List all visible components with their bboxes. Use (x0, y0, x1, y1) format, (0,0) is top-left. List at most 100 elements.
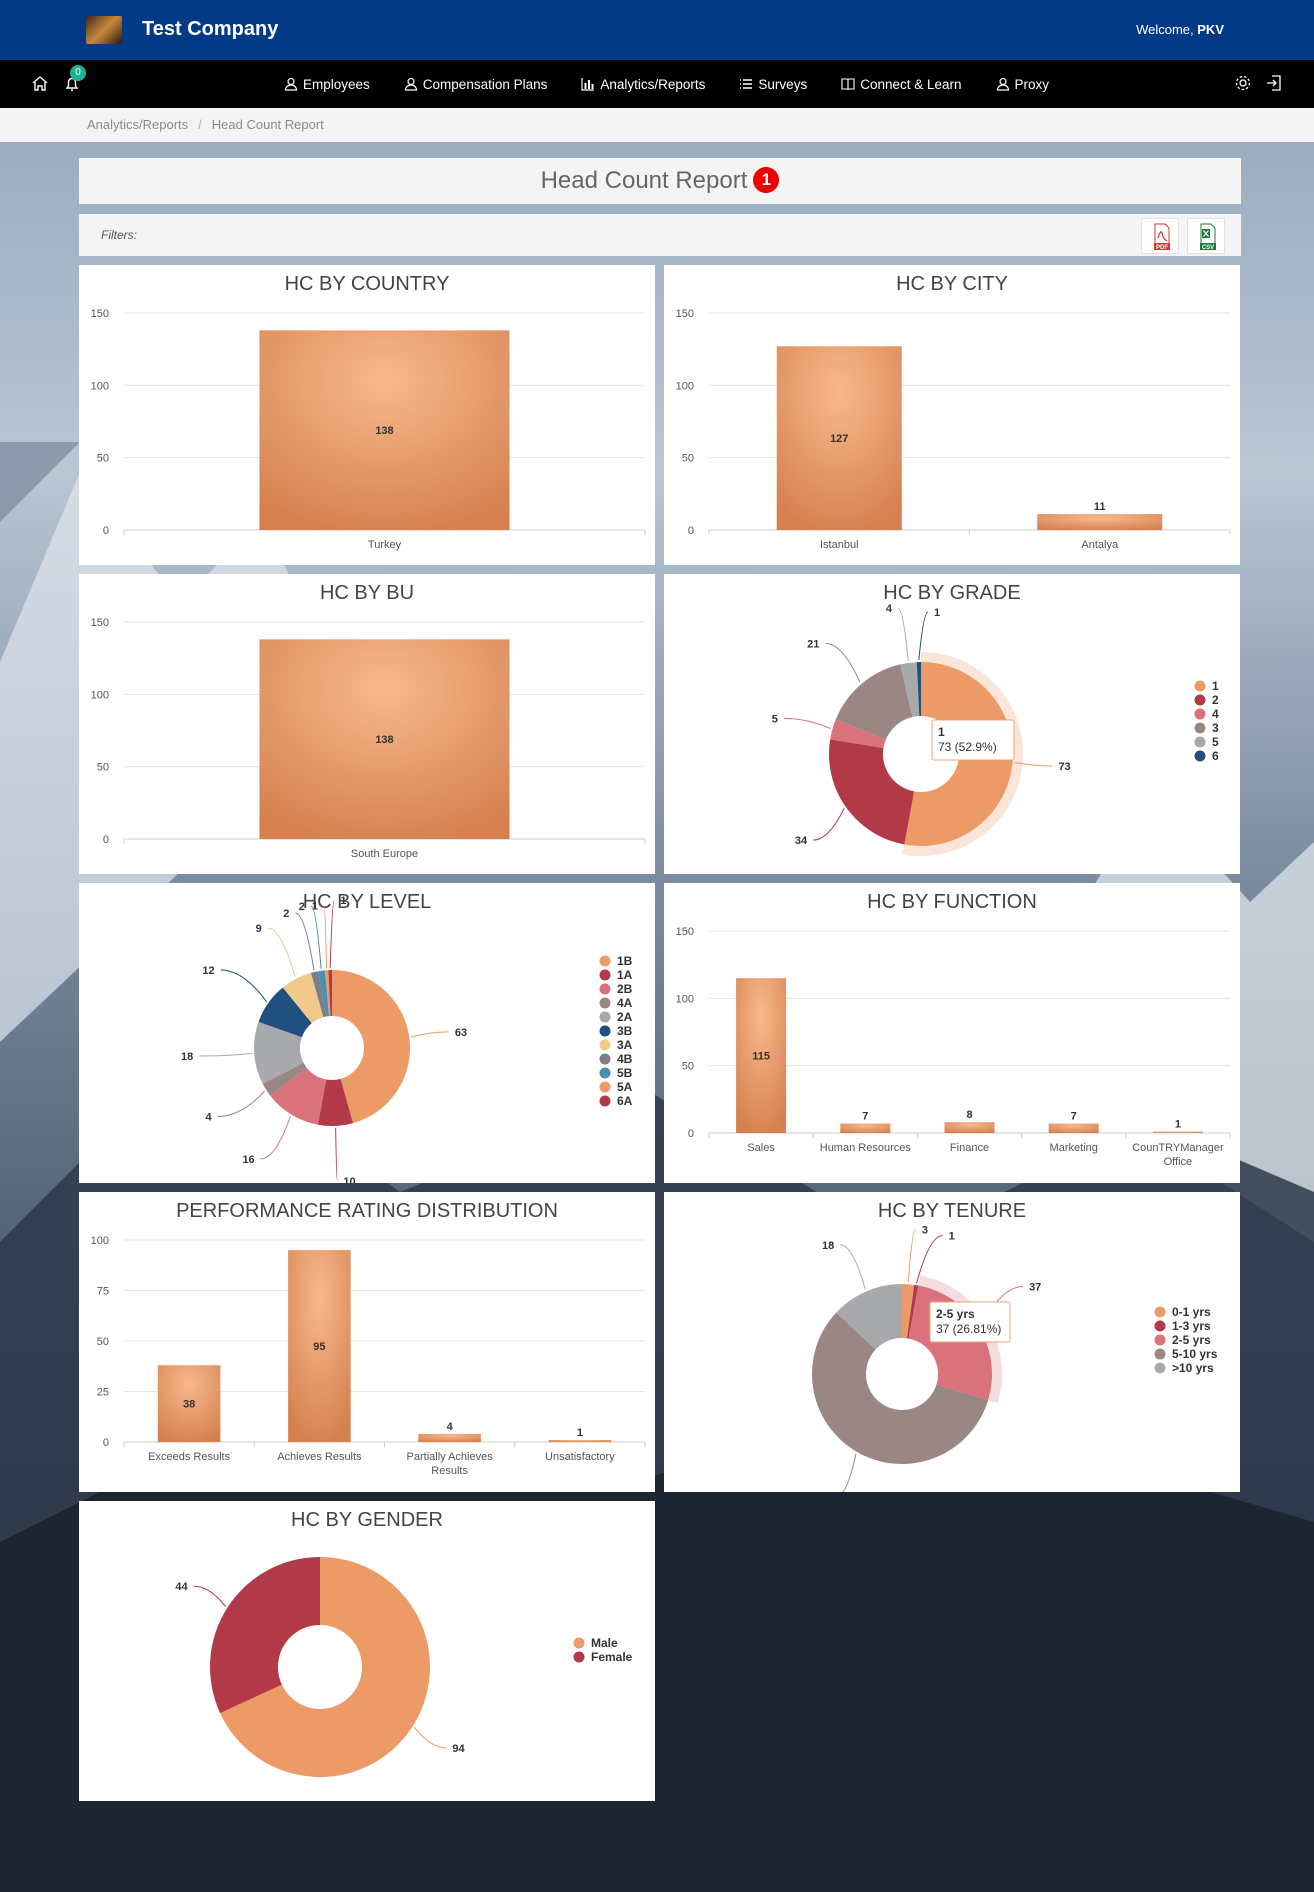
legend-item[interactable]: 2 (1212, 693, 1219, 707)
slice-male[interactable] (220, 1557, 431, 1777)
data-label: 11 (1094, 501, 1106, 513)
slice--10-yrs[interactable] (836, 1284, 902, 1350)
slice-5b[interactable] (317, 970, 330, 1017)
legend-item[interactable]: 1-3 yrs (1172, 1319, 1211, 1333)
chart-title: HC BY BU (319, 582, 415, 604)
slice-4b[interactable] (310, 971, 327, 1018)
logout-icon[interactable] (1265, 74, 1283, 92)
slice-1a[interactable] (317, 1078, 354, 1126)
legend-item[interactable]: 1A (617, 968, 633, 982)
export-pdf-button[interactable]: PDF (1141, 218, 1179, 254)
y-tick-label: 50 (97, 453, 109, 465)
bar-antalya[interactable] (1037, 514, 1163, 530)
bar-exceeds-results[interactable] (157, 1365, 221, 1442)
chart-panel-bu: HC BY BU 0 50 100 150 138 South Europe (79, 574, 655, 874)
legend-item[interactable]: Female (591, 1650, 633, 1664)
legend-item[interactable]: 3A (617, 1038, 633, 1052)
bar-achieves-results[interactable] (288, 1250, 351, 1442)
legend-item[interactable]: 3 (1212, 721, 1219, 735)
slice-female[interactable] (210, 1557, 320, 1714)
slice-4a[interactable] (262, 1062, 307, 1096)
legend-item[interactable]: 5 (1212, 735, 1219, 749)
legend-item[interactable]: 5B (617, 1066, 633, 1080)
slice-6a[interactable] (328, 970, 332, 1017)
slice-1b[interactable] (332, 970, 410, 1124)
legend-item[interactable]: >10 yrs (1172, 1361, 1214, 1375)
chart-panel-function: HC BY FUNCTION 0 50 100 150 115 Sales 7 Human R… (664, 883, 1240, 1183)
data-label: 34 (795, 835, 808, 847)
user-name[interactable]: PKV (1197, 22, 1224, 37)
y-tick-label: 50 (682, 453, 694, 465)
slice-4[interactable] (830, 719, 886, 748)
gear-icon[interactable] (1234, 74, 1252, 92)
bar-marketing[interactable] (1048, 1123, 1099, 1133)
legend-item[interactable]: 3B (617, 1024, 633, 1038)
export-csv-button[interactable]: CSV (1187, 218, 1225, 254)
nav-item-analytics-reports[interactable]: Analytics/Reports (581, 77, 705, 92)
legend-item[interactable]: 1B (617, 954, 633, 968)
bar-unsatisfactory[interactable] (548, 1439, 612, 1442)
legend-item[interactable]: 6 (1212, 749, 1219, 763)
legend-item[interactable]: 2A (617, 1010, 633, 1024)
nav-item-employees[interactable]: Employees (284, 77, 370, 92)
leader-line (840, 1244, 866, 1290)
slice-1[interactable] (904, 662, 1013, 846)
legend-item[interactable]: 2B (617, 982, 633, 996)
bar-sales[interactable] (736, 978, 787, 1133)
y-tick-label: 50 (97, 1336, 109, 1348)
bar-istanbul[interactable] (776, 346, 902, 530)
legend-item[interactable]: 5A (617, 1080, 633, 1094)
bar-countrymanager-office[interactable] (1152, 1131, 1203, 1133)
home-icon[interactable] (30, 74, 50, 94)
book-icon (841, 78, 855, 91)
bar-finance[interactable] (944, 1122, 995, 1133)
nav-item-connect-learn[interactable]: Connect & Learn (841, 77, 962, 92)
slice-3[interactable] (835, 664, 913, 740)
nav-item-compensation-plans[interactable]: Compensation Plans (404, 77, 547, 92)
data-label: 138 (375, 734, 393, 746)
nav-item-surveys[interactable]: Surveys (739, 77, 807, 92)
slice-3b[interactable] (258, 987, 312, 1038)
data-label: 3 (922, 1224, 928, 1236)
nav-item-proxy[interactable]: Proxy (996, 77, 1049, 92)
legend-item[interactable]: 4A (617, 996, 633, 1010)
legend-item[interactable]: 6A (617, 1094, 633, 1108)
legend-item[interactable]: 4B (617, 1052, 633, 1066)
slice-2-5-yrs[interactable] (908, 1285, 992, 1401)
page-title: Head Count Report (540, 167, 748, 194)
filters-label[interactable]: Filters: (101, 228, 137, 242)
bar-partially-achieves-results[interactable] (418, 1433, 481, 1442)
legend-item[interactable]: 4 (1212, 707, 1219, 721)
legend-item[interactable]: 2-5 yrs (1172, 1333, 1211, 1347)
bar-turkey[interactable] (259, 330, 510, 530)
slice-2[interactable] (829, 739, 915, 845)
nav-label: Analytics/Reports (600, 76, 706, 92)
notification-badge[interactable]: 0 (70, 65, 86, 81)
bar-south-europe[interactable] (259, 639, 510, 839)
slice-5[interactable] (900, 662, 920, 717)
slice-0-1-yrs[interactable] (902, 1284, 915, 1339)
legend-item[interactable]: Male (591, 1636, 618, 1650)
chart-svg: 0 25 50 75 100 38 Exceeds Results 95 Achieves Re… (91, 1235, 646, 1477)
slice-2a[interactable] (254, 1021, 304, 1084)
legend-item[interactable]: 5-10 yrs (1172, 1347, 1218, 1361)
breadcrumb-parent[interactable]: Analytics/Reports (87, 117, 189, 132)
slice-5-10-yrs[interactable] (812, 1312, 989, 1464)
slice-2b[interactable] (270, 1067, 327, 1125)
leader-line (916, 1235, 943, 1284)
legend-item[interactable]: 1 (1212, 679, 1219, 693)
chart-panel-city: HC BY CITY 0 50 100 150 127 Istanbul 11 Antalya (664, 265, 1240, 565)
y-tick-label: 100 (676, 380, 694, 392)
leader-line (199, 1052, 253, 1057)
slice-6[interactable] (916, 662, 921, 717)
legend-item[interactable]: 0-1 yrs (1172, 1305, 1211, 1319)
y-tick-label: 150 (676, 926, 694, 938)
slice-1-3-yrs[interactable] (906, 1284, 919, 1339)
leader-line (897, 607, 909, 661)
leader-line (1014, 762, 1053, 767)
leader-line (323, 904, 328, 969)
slice-5a[interactable] (324, 970, 331, 1017)
slice-3a[interactable] (282, 972, 324, 1024)
company-logo[interactable] (86, 16, 122, 44)
bar-human-resources[interactable] (840, 1123, 891, 1133)
